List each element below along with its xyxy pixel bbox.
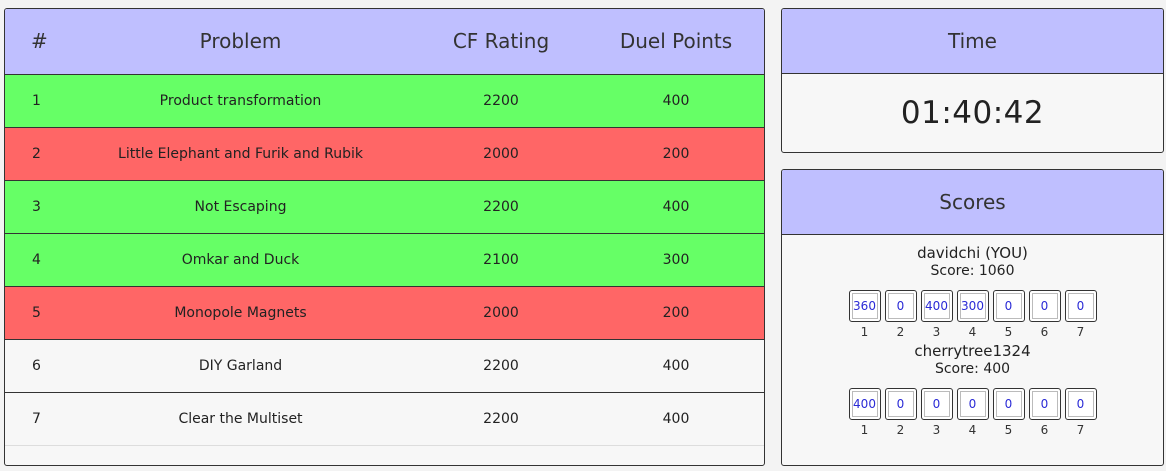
- table-row: 1 Product transformation 2200 400: [5, 74, 764, 128]
- player-name: cherrytree1324: [914, 342, 1031, 360]
- table-row: 5 Monopole Magnets 2000 200: [5, 286, 764, 340]
- player-score-card: cherrytree1324 Score: 400 400 1 0 2 0 3 0 4 0 5 0 6 0 7: [782, 342, 1163, 436]
- problem-points: 400: [588, 339, 764, 393]
- problem-score-box: 0: [1028, 388, 1061, 420]
- header-points: Duel Points: [588, 9, 764, 75]
- problem-index-label: 4: [968, 325, 977, 339]
- problem-score-box: 0: [992, 290, 1025, 322]
- problem-rating: 2100: [414, 233, 588, 287]
- problems-table: # Problem CF Rating Duel Points 1 Product…: [5, 9, 764, 446]
- problem-name-link[interactable]: Not Escaping: [67, 180, 414, 234]
- player-total-score: Score: 1060: [930, 263, 1015, 279]
- problem-score-column: 360 1: [848, 290, 881, 339]
- problem-index-label: 3: [932, 423, 941, 437]
- problem-number: 7: [5, 392, 67, 446]
- problem-rating: 2200: [414, 392, 588, 446]
- player-total-score: Score: 400: [934, 361, 1011, 377]
- problem-name-link[interactable]: Little Elephant and Furik and Rubik: [67, 127, 414, 181]
- problem-index-label: 5: [1004, 423, 1013, 437]
- problem-index-label: 2: [896, 423, 905, 437]
- problem-score-box: 300: [956, 290, 989, 322]
- problem-number: 4: [5, 233, 67, 287]
- players-list: davidchi (YOU) Score: 1060 360 1 0 2 400 3 300 4 0…: [782, 244, 1163, 436]
- problem-rating: 2000: [414, 127, 588, 181]
- header-num: #: [5, 9, 67, 75]
- problem-score-boxes: 360 1 0 2 400 3 300 4 0 5 0 6 0 7: [782, 290, 1163, 338]
- problem-score-column: 400 1: [848, 388, 881, 437]
- problem-number: 6: [5, 339, 67, 393]
- problem-name-link[interactable]: DIY Garland: [67, 339, 414, 393]
- problem-index-label: 7: [1076, 325, 1085, 339]
- scores-header: Scores: [782, 170, 1163, 235]
- problem-score-box: 0: [1064, 388, 1097, 420]
- problem-score-box: 360: [848, 290, 881, 322]
- problem-rating: 2200: [414, 339, 588, 393]
- table-row: 7 Clear the Multiset 2200 400: [5, 392, 764, 446]
- problem-index-label: 2: [896, 325, 905, 339]
- problem-score-box: 0: [992, 388, 1025, 420]
- table-row: 3 Not Escaping 2200 400: [5, 180, 764, 234]
- problem-score-box: 0: [884, 290, 917, 322]
- problems-panel: # Problem CF Rating Duel Points 1 Product…: [4, 8, 765, 466]
- problem-index-label: 7: [1076, 423, 1085, 437]
- problem-name-link[interactable]: Product transformation: [67, 74, 414, 128]
- problem-points: 200: [588, 127, 764, 181]
- table-header-row: # Problem CF Rating Duel Points: [5, 9, 764, 75]
- problem-rating: 2200: [414, 74, 588, 128]
- problem-index-label: 4: [968, 423, 977, 437]
- problem-points: 400: [588, 180, 764, 234]
- time-panel: Time 01:40:42: [781, 8, 1164, 153]
- time-remaining: 01:40:42: [900, 95, 1045, 131]
- problem-index-label: 1: [860, 423, 869, 437]
- problem-points: 400: [588, 392, 764, 446]
- problem-number: 3: [5, 180, 67, 234]
- header-rating: CF Rating: [414, 9, 588, 75]
- table-row: 6 DIY Garland 2200 400: [5, 339, 764, 393]
- table-row: 4 Omkar and Duck 2100 300: [5, 233, 764, 287]
- problem-score-box: 0: [1028, 290, 1061, 322]
- problem-number: 5: [5, 286, 67, 340]
- problem-score-box: 0: [956, 388, 989, 420]
- problem-score-column: 400 3: [920, 290, 953, 339]
- player-name: davidchi (YOU): [917, 244, 1028, 262]
- problem-score-column: 300 4: [956, 290, 989, 339]
- problem-score-box: 0: [884, 388, 917, 420]
- problem-index-label: 3: [932, 325, 941, 339]
- problem-index-label: 5: [1004, 325, 1013, 339]
- problem-name-link[interactable]: Omkar and Duck: [67, 233, 414, 287]
- scores-panel: Scores davidchi (YOU) Score: 1060 360 1 0 2 40…: [781, 169, 1164, 466]
- table-row: 2 Little Elephant and Furik and Rubik 2000…: [5, 127, 764, 181]
- header-problem: Problem: [67, 9, 414, 75]
- problem-index-label: 1: [860, 325, 869, 339]
- problem-points: 300: [588, 233, 764, 287]
- problem-name-link[interactable]: Monopole Magnets: [67, 286, 414, 340]
- problem-score-box: 0: [920, 388, 953, 420]
- problem-score-box: 400: [848, 388, 881, 420]
- problem-score-box: 0: [1064, 290, 1097, 322]
- problem-number: 2: [5, 127, 67, 181]
- problem-rating: 2200: [414, 180, 588, 234]
- player-score-card: davidchi (YOU) Score: 1060 360 1 0 2 400 3 300 4 0…: [782, 244, 1163, 338]
- problem-score-box: 400: [920, 290, 953, 322]
- problem-index-label: 6: [1040, 423, 1049, 437]
- problem-rating: 2000: [414, 286, 588, 340]
- problem-number: 1: [5, 74, 67, 128]
- problem-index-label: 6: [1040, 325, 1049, 339]
- time-header: Time: [782, 9, 1163, 74]
- problem-score-boxes: 400 1 0 2 0 3 0 4 0 5 0 6 0 7: [782, 388, 1163, 436]
- problem-points: 400: [588, 74, 764, 128]
- problem-points: 200: [588, 286, 764, 340]
- problem-name-link[interactable]: Clear the Multiset: [67, 392, 414, 446]
